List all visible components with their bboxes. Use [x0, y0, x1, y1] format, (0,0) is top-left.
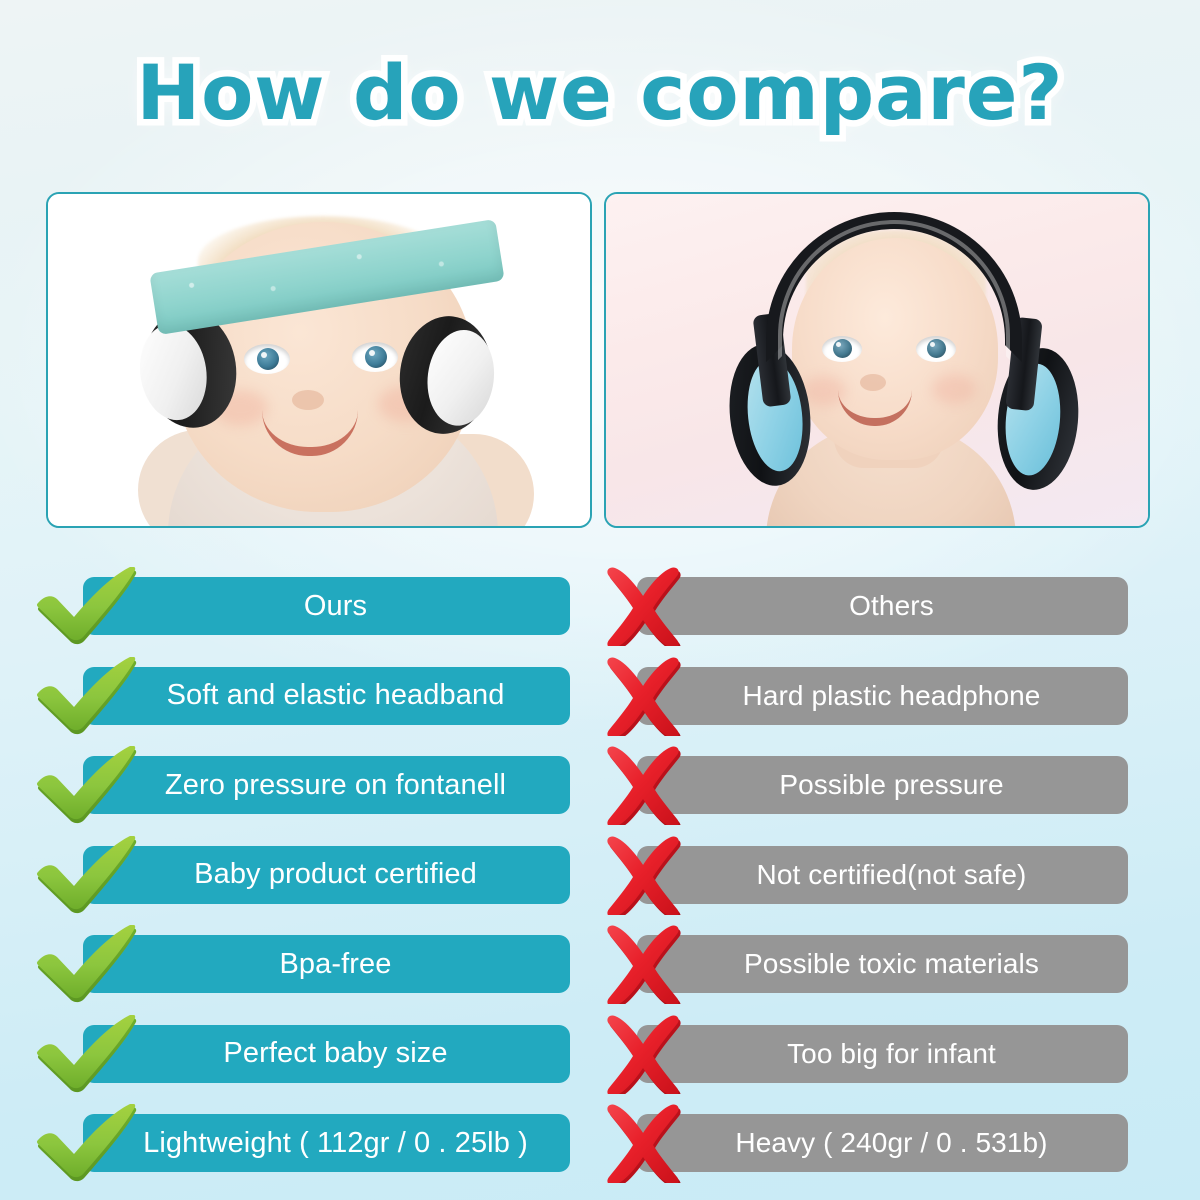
photo-ours: [46, 192, 592, 528]
others-bar: Possible pressure: [637, 756, 1128, 814]
table-row-others: Hard plastic headphone: [637, 667, 1128, 725]
baby-nose: [292, 390, 324, 410]
page-title-wrap: How do we compare?: [0, 42, 1200, 144]
column-header-others: Others: [637, 577, 1128, 635]
others-label: Others: [849, 590, 934, 621]
column-header-ours: Ours: [83, 577, 570, 635]
table-row-others: Heavy ( 240gr / 0 . 531b): [637, 1114, 1128, 1172]
others-bar: Hard plastic headphone: [637, 666, 1128, 725]
table-row-others: Too big for infant: [637, 1025, 1128, 1083]
baby-smile: [262, 410, 358, 456]
ours-label: Soft and elastic headband: [166, 679, 505, 711]
others-bar: Too big for infant: [637, 1024, 1128, 1083]
other-baby-smile: [838, 390, 912, 426]
baby-iris-right: [365, 346, 387, 368]
others-bar: Possible toxic materials: [637, 935, 1128, 993]
table-row-ours: Baby product certified: [83, 846, 570, 904]
others-label: Possible pressure: [779, 769, 1004, 800]
baby-eye-right: [352, 342, 398, 372]
ours-label: Perfect baby size: [223, 1037, 448, 1069]
photo-ours-image: [48, 194, 590, 526]
others-bar: Not certified(not safe): [637, 845, 1128, 904]
ours-bar: Ours: [83, 577, 570, 635]
other-baby-nose: [860, 374, 886, 391]
others-bar: Others: [637, 577, 1128, 635]
other-baby-cheek-right: [932, 374, 976, 404]
page-title: How do we compare?: [130, 42, 1069, 144]
baby-iris-left: [257, 348, 279, 370]
ours-bar: Baby product certified: [83, 845, 570, 904]
others-label: Not certified(not safe): [756, 858, 1027, 890]
ours-label: Bpa-free: [279, 947, 392, 980]
table-row-ours: Perfect baby size: [83, 1025, 570, 1083]
table-row-ours: Zero pressure on fontanell: [83, 756, 570, 814]
ours-bar: Soft and elastic headband: [83, 666, 570, 725]
ours-bar: Bpa-free: [83, 935, 570, 993]
ours-bar: Zero pressure on fontanell: [83, 756, 570, 814]
table-row-others: Possible toxic materials: [637, 935, 1128, 993]
table-row-ours: Lightweight ( 112gr / 0 . 25lb ): [83, 1114, 570, 1172]
table-row-others: Possible pressure: [637, 756, 1128, 814]
photo-others-image: [606, 194, 1148, 526]
ours-label: Zero pressure on fontanell: [164, 768, 507, 801]
others-label: Hard plastic headphone: [742, 679, 1041, 711]
ours-label: Baby product certified: [194, 858, 477, 890]
baby-eye-left: [244, 344, 290, 374]
table-row-ours: Bpa-free: [83, 935, 570, 993]
others-label: Too big for infant: [787, 1037, 996, 1069]
ours-bar: Lightweight ( 112gr / 0 . 25lb ): [83, 1114, 570, 1172]
others-label: Heavy ( 240gr / 0 . 531b): [735, 1127, 1048, 1158]
ours-label: Ours: [303, 589, 368, 622]
ours-bar: Perfect baby size: [83, 1024, 570, 1083]
table-row-others: Not certified(not safe): [637, 846, 1128, 904]
ours-label: Lightweight ( 112gr / 0 . 25lb ): [143, 1126, 528, 1159]
photo-others: [604, 192, 1150, 528]
others-bar: Heavy ( 240gr / 0 . 531b): [637, 1114, 1128, 1172]
others-label: Possible toxic materials: [744, 948, 1039, 979]
table-row-ours: Soft and elastic headband: [83, 667, 570, 725]
